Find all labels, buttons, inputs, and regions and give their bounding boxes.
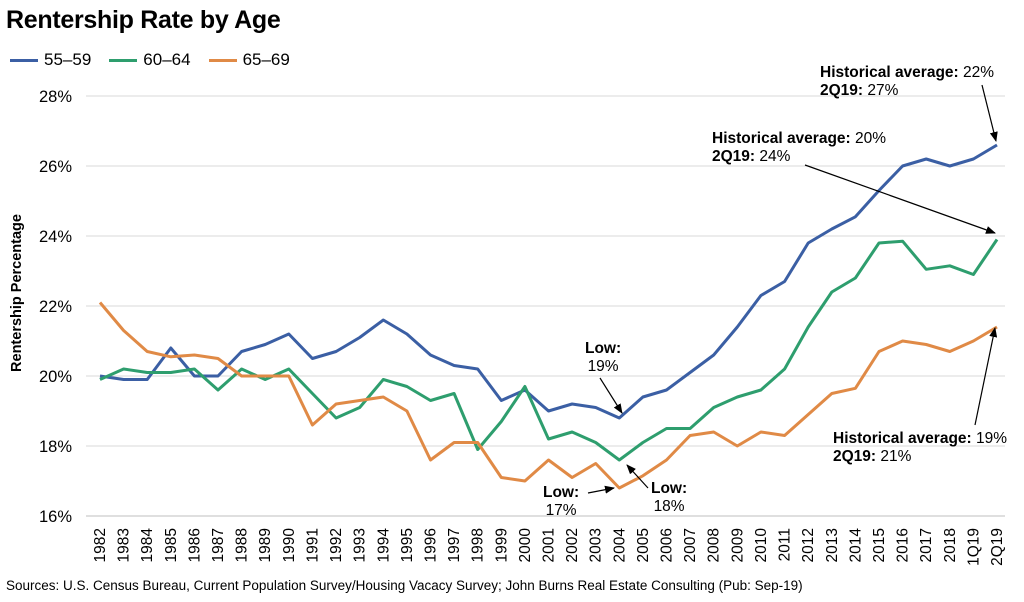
- legend-label-65-69: 65–69: [242, 50, 290, 69]
- legend-item-55-59: 55–59: [10, 50, 91, 70]
- x-tick-label: 1989: [257, 528, 274, 562]
- annotation-55-59-2q19-label: 2Q19:: [820, 82, 864, 99]
- series-line-65-69: [98, 301, 998, 490]
- annotation-55-59-low-label: Low:: [585, 340, 622, 357]
- x-tick-label: 2018: [942, 528, 959, 562]
- x-tick-label: 2006: [659, 528, 676, 562]
- arrow-60-64-low: [626, 464, 649, 489]
- y-tick-label: 26%: [39, 158, 72, 176]
- x-tick-label: 2007: [682, 528, 699, 562]
- x-tick-label: 2004: [611, 528, 628, 563]
- x-tick-label: 2003: [588, 528, 605, 562]
- x-tick-label: 1996: [422, 528, 439, 562]
- x-tick-label: 2009: [729, 528, 746, 562]
- x-tick-label: 1988: [234, 528, 251, 562]
- x-tick-label: 1992: [328, 528, 345, 562]
- annotation-55-59-average-label: Historical average:: [820, 64, 959, 81]
- x-tick-label: 1994: [375, 528, 392, 563]
- y-tick-label: 28%: [39, 88, 72, 106]
- annotation-60-64-average-label: Historical average:: [712, 130, 851, 147]
- x-tick-label: 2000: [517, 528, 534, 563]
- annotation-60-64-average-value: 20%: [850, 130, 887, 147]
- annotation-55-59-low-value: 19%: [587, 358, 619, 375]
- legend-swatch-65-69: [208, 58, 237, 62]
- arrow-60-64-average: [804, 164, 996, 234]
- x-tick-label: 1983: [116, 528, 133, 562]
- y-axis-ticks: 16% 18% 20% 22% 24% 26% 28%: [39, 88, 72, 526]
- y-tick-label: 24%: [39, 228, 72, 246]
- y-tick-label: 22%: [39, 298, 72, 316]
- y-tick-label: 18%: [39, 438, 72, 456]
- legend-swatch-60-64: [109, 58, 138, 62]
- legend-swatch-55-59: [10, 58, 38, 62]
- annotation-65-69-low-value: 17%: [545, 502, 577, 519]
- annotation-60-64-low: Low: 18%: [651, 480, 687, 516]
- x-tick-label: 1998: [470, 528, 487, 562]
- y-axis-label: Rentership Percentage: [9, 214, 25, 372]
- annotation-55-59-2q19-value: 27%: [863, 82, 899, 99]
- x-tick-label: 1Q19: [965, 528, 982, 566]
- y-tick-label: 20%: [39, 368, 72, 386]
- x-tick-label: 1993: [352, 528, 369, 562]
- legend-item-65-69: 65–69: [208, 50, 290, 70]
- arrow-55-59-low: [599, 377, 623, 414]
- annotation-65-69-2q19-value: 21%: [876, 448, 912, 465]
- annotation-65-69-average-value: 19%: [971, 430, 1008, 447]
- x-tick-label: 1985: [163, 528, 180, 562]
- annotation-60-64-low-value: 18%: [653, 498, 685, 515]
- legend-item-60-64: 60–64: [109, 50, 191, 70]
- x-tick-label: 2015: [871, 528, 888, 562]
- arrow-65-69-average: [974, 327, 998, 426]
- annotation-60-64-low-label: Low:: [651, 480, 688, 497]
- annotation-55-59-average: Historical average: 22% 2Q19: 27%: [820, 64, 994, 100]
- legend: 55–59 60–64 65–69: [10, 50, 290, 70]
- x-tick-label: 1999: [493, 528, 510, 562]
- x-tick-label: 1982: [92, 528, 109, 562]
- source-note: Sources: U.S. Census Bureau, Current Pop…: [6, 578, 803, 593]
- x-axis-ticks: 1982 1983 1984 1985 1986 1987 1988 1989 1990 1991…: [92, 528, 1006, 566]
- x-tick-label: 2002: [564, 528, 581, 562]
- x-tick-label: 2005: [635, 528, 652, 562]
- annotation-65-69-low-label: Low:: [543, 484, 580, 501]
- x-tick-label: 1986: [186, 528, 203, 562]
- annotation-60-64-2q19-value: 24%: [755, 148, 791, 165]
- annotation-arrows: [587, 84, 998, 494]
- annotation-60-64-average: Historical average: 20% 2Q19: 24%: [712, 130, 886, 166]
- chart-title: Rentership Rate by Age: [6, 6, 281, 34]
- arrow-65-69-low: [587, 485, 615, 494]
- annotation-55-59-average-value: 22%: [958, 64, 995, 81]
- series-lines: [98, 143, 999, 490]
- x-tick-label: 2012: [800, 528, 817, 562]
- x-tick-label: 2008: [706, 528, 723, 562]
- annotation-65-69-low: Low: 17%: [543, 484, 579, 520]
- x-tick-label: 1987: [210, 528, 227, 562]
- x-tick-label: 1990: [281, 528, 298, 563]
- x-tick-label: 1997: [446, 528, 463, 562]
- x-tick-label: 1995: [399, 528, 416, 562]
- legend-label-60-64: 60–64: [143, 50, 191, 69]
- x-tick-label: 1984: [139, 528, 156, 563]
- x-tick-label: 1991: [304, 528, 321, 562]
- x-tick-label: 2013: [824, 528, 841, 562]
- annotation-65-69-average-label: Historical average:: [833, 430, 972, 447]
- series-line-55-59: [99, 143, 998, 420]
- x-tick-label: 2Q19: [989, 528, 1006, 566]
- x-tick-label: 2010: [753, 528, 770, 563]
- arrow-55-59-average: [981, 84, 998, 142]
- x-tick-label: 2016: [895, 528, 912, 562]
- legend-label-55-59: 55–59: [44, 50, 92, 69]
- annotation-55-59-low: Low: 19%: [585, 340, 621, 376]
- x-tick-label: 2014: [847, 528, 864, 563]
- x-tick-label: 2017: [918, 528, 935, 562]
- series-line-60-64: [99, 238, 999, 462]
- x-tick-label: 2001: [541, 528, 558, 562]
- annotation-65-69-average: Historical average: 19% 2Q19: 21%: [833, 430, 1007, 466]
- annotation-65-69-2q19-label: 2Q19:: [833, 448, 877, 465]
- y-tick-label: 16%: [39, 508, 72, 526]
- x-tick-label: 2011: [777, 528, 794, 561]
- annotation-60-64-2q19-label: 2Q19:: [712, 148, 756, 165]
